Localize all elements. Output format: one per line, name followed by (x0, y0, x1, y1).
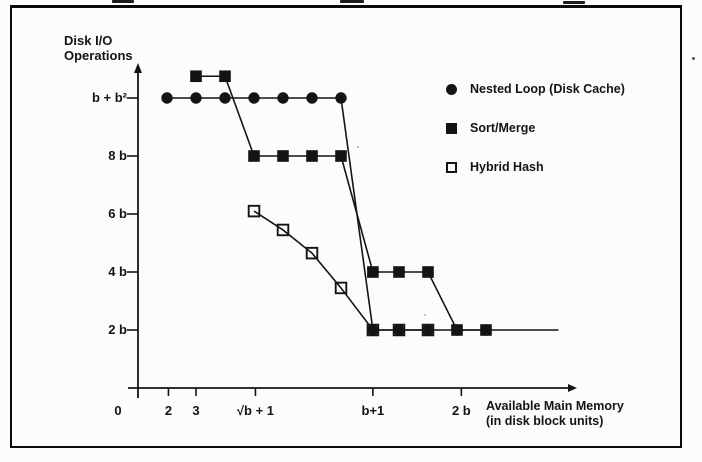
x-axis-title-line1: Available Main Memory (486, 399, 624, 413)
data-point-open-square (305, 246, 319, 260)
chart-legend: Nested Loop (Disk Cache) Sort/Merge Hybr… (438, 76, 625, 193)
y-axis-title-line1: Disk I/O (64, 33, 113, 48)
legend-marker-box (438, 161, 464, 173)
data-point-filled-square (451, 324, 463, 336)
x-tick-label: √b + 1 (236, 403, 274, 418)
data-point-filled-circle (161, 92, 173, 104)
data-point-filled-square (367, 266, 379, 278)
scan-artifact (340, 0, 364, 3)
data-point-filled-square (219, 70, 231, 83)
data-point-filled-circle (277, 92, 289, 104)
legend-label: Hybrid Hash (470, 160, 544, 174)
y-tick-label: 8 b (108, 148, 127, 163)
y-tick-label: 2 b (108, 322, 127, 337)
scan-artifact (112, 0, 134, 3)
data-point-filled-square (422, 266, 434, 278)
data-point-filled-circle (367, 324, 379, 336)
filled-circle-icon (445, 83, 457, 95)
data-point-open-square (334, 281, 348, 295)
x-tick-label: 3 (192, 403, 200, 418)
scan-artifact (692, 57, 695, 60)
scan-artifact (357, 146, 359, 148)
data-point-filled-square (277, 150, 289, 162)
y-tick-label: 6 b (108, 206, 127, 221)
filled-square-icon (445, 122, 457, 134)
data-point-open-square (247, 204, 261, 218)
x-axis-origin-label: 0 (114, 403, 122, 418)
scan-artifact (563, 1, 585, 4)
y-tick-label: 4 b (108, 264, 127, 279)
data-point-filled-circle (219, 92, 231, 104)
data-point-filled-square (190, 70, 202, 83)
legend-item-hybrid-hash: Hybrid Hash (438, 154, 625, 180)
legend-marker-box (438, 83, 464, 95)
open-square-icon (445, 161, 457, 173)
x-axis-title-line2: (in disk block units) (486, 413, 604, 428)
legend-label: Sort/Merge (470, 121, 536, 135)
legend-marker-box (438, 122, 464, 134)
data-point-filled-square (480, 324, 492, 336)
data-point-open-square (421, 323, 435, 337)
figure-frame (10, 5, 682, 448)
data-point-filled-square (248, 150, 260, 162)
data-point-filled-square (335, 150, 347, 162)
x-tick-label: 2 b (451, 403, 471, 418)
data-point-filled-circle (190, 92, 202, 104)
legend-item-sort-merge: Sort/Merge (438, 115, 625, 141)
x-tick-label: b+1 (361, 403, 385, 418)
data-point-open-square (366, 323, 380, 337)
data-point-open-square (392, 323, 406, 337)
data-point-filled-circle (422, 324, 434, 336)
y-axis-title: Disk I/O Operations (64, 33, 133, 63)
data-point-filled-circle (248, 92, 260, 104)
y-axis-title-line2: Operations (64, 48, 133, 63)
y-axis-arrow (134, 63, 142, 73)
y-tick-label: b + b² (91, 90, 127, 105)
x-tick-label: 2 (164, 403, 173, 418)
legend-item-nested-loop: Nested Loop (Disk Cache) (438, 76, 625, 102)
x-axis-arrow (568, 384, 577, 392)
x-axis-title: Available Main Memory (in disk block uni… (486, 399, 624, 428)
data-point-filled-circle (393, 324, 405, 336)
data-point-open-square (276, 223, 290, 237)
data-point-filled-square (393, 266, 405, 278)
data-point-filled-circle (335, 92, 347, 104)
scan-artifact (424, 314, 426, 316)
legend-label: Nested Loop (Disk Cache) (470, 82, 625, 96)
data-point-filled-square (306, 150, 318, 162)
data-point-filled-circle (306, 92, 318, 104)
